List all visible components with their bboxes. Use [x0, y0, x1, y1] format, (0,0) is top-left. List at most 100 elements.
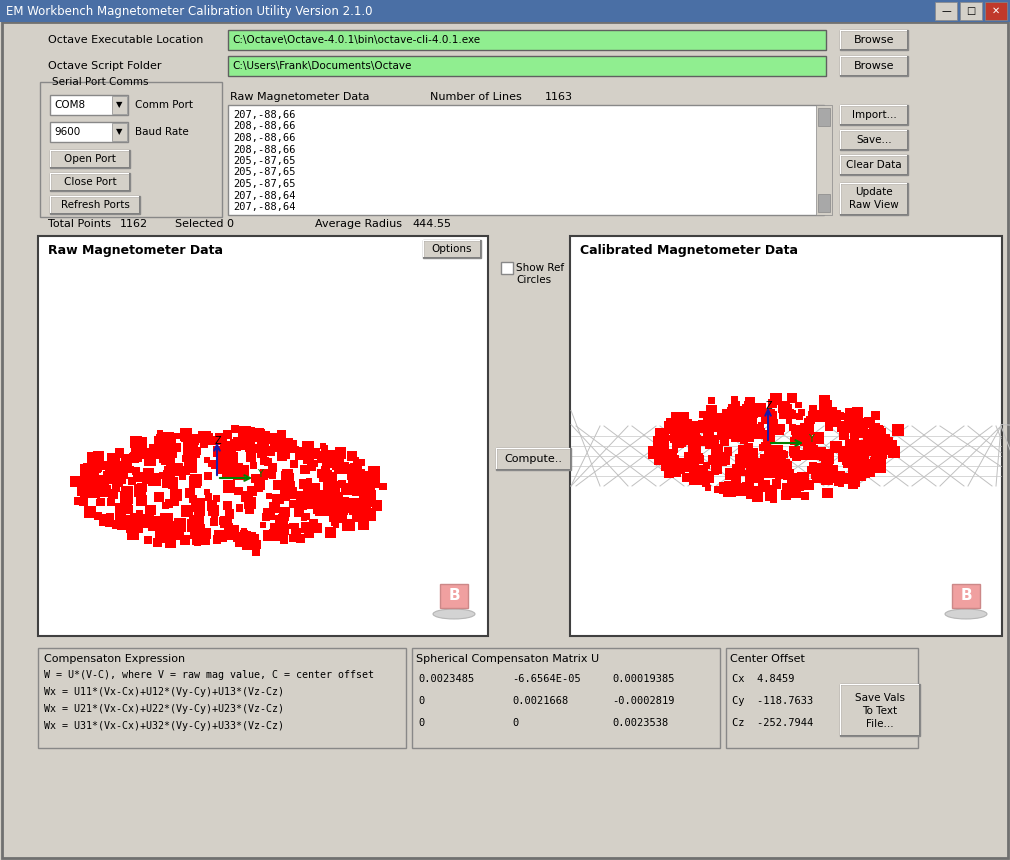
Bar: [847, 447, 855, 456]
Bar: [662, 456, 674, 467]
Bar: [286, 488, 298, 499]
Bar: [790, 438, 798, 445]
Bar: [813, 432, 824, 444]
Bar: [730, 408, 738, 416]
Bar: [782, 483, 791, 493]
Bar: [50, 95, 128, 115]
Bar: [364, 495, 376, 507]
Text: Total Points: Total Points: [48, 219, 111, 229]
Bar: [501, 262, 513, 274]
Bar: [762, 441, 772, 452]
Bar: [840, 56, 908, 57]
Bar: [774, 424, 785, 434]
Bar: [753, 486, 762, 494]
Bar: [333, 501, 342, 509]
Bar: [712, 469, 719, 476]
Bar: [735, 454, 745, 464]
Bar: [232, 438, 240, 445]
Bar: [162, 529, 175, 542]
Bar: [856, 459, 868, 471]
Bar: [348, 467, 361, 479]
Bar: [952, 584, 980, 608]
Bar: [728, 423, 738, 433]
Bar: [851, 459, 860, 468]
Bar: [844, 439, 850, 445]
Bar: [196, 474, 202, 481]
Bar: [325, 470, 331, 476]
Bar: [328, 458, 335, 465]
Bar: [821, 461, 833, 472]
Bar: [299, 479, 309, 489]
Bar: [88, 476, 95, 483]
Bar: [251, 429, 265, 442]
Bar: [245, 505, 255, 513]
Bar: [196, 527, 202, 533]
Bar: [211, 512, 217, 519]
Bar: [291, 523, 299, 530]
Bar: [853, 461, 860, 468]
Bar: [850, 470, 862, 481]
Bar: [832, 472, 842, 482]
Bar: [117, 519, 128, 530]
Bar: [738, 456, 747, 465]
Bar: [324, 509, 330, 515]
Bar: [699, 436, 709, 446]
Bar: [339, 466, 345, 472]
Bar: [652, 437, 665, 449]
Bar: [234, 463, 243, 471]
Bar: [240, 531, 248, 538]
Text: 1162: 1162: [120, 219, 148, 229]
Bar: [747, 415, 756, 424]
Bar: [752, 424, 763, 433]
Bar: [753, 428, 765, 439]
Bar: [423, 240, 481, 258]
Bar: [103, 471, 116, 484]
Bar: [194, 499, 204, 508]
Bar: [123, 457, 132, 466]
Bar: [845, 408, 855, 419]
Text: Save...: Save...: [856, 135, 892, 145]
Bar: [814, 415, 821, 422]
Bar: [325, 450, 335, 460]
Bar: [265, 434, 274, 443]
Bar: [251, 547, 261, 556]
Bar: [290, 460, 299, 469]
Bar: [251, 427, 264, 439]
Bar: [820, 401, 832, 412]
Bar: [313, 504, 323, 514]
Bar: [752, 491, 764, 501]
Bar: [864, 417, 876, 428]
Bar: [246, 486, 257, 496]
Bar: [727, 407, 735, 415]
Bar: [748, 418, 755, 425]
Bar: [264, 530, 275, 541]
Bar: [131, 524, 139, 532]
Bar: [747, 449, 754, 456]
Bar: [160, 444, 169, 453]
Bar: [745, 397, 754, 407]
Bar: [658, 438, 666, 446]
Bar: [670, 464, 677, 470]
Bar: [732, 425, 743, 435]
Bar: [363, 473, 376, 485]
Bar: [183, 443, 195, 455]
Bar: [849, 459, 856, 466]
Text: 0.00019385: 0.00019385: [612, 674, 675, 684]
Bar: [661, 459, 673, 471]
Bar: [50, 213, 140, 214]
Bar: [207, 501, 217, 511]
Bar: [742, 482, 754, 494]
Bar: [888, 446, 900, 458]
Bar: [703, 419, 711, 427]
Bar: [245, 444, 255, 452]
Text: Options: Options: [431, 244, 473, 254]
Bar: [763, 430, 775, 442]
Bar: [702, 470, 714, 482]
Text: Comm Port: Comm Port: [135, 100, 193, 110]
Bar: [721, 419, 730, 427]
Bar: [680, 419, 693, 432]
Bar: [331, 511, 343, 523]
Bar: [278, 525, 289, 535]
Bar: [815, 447, 826, 458]
Bar: [765, 431, 775, 441]
